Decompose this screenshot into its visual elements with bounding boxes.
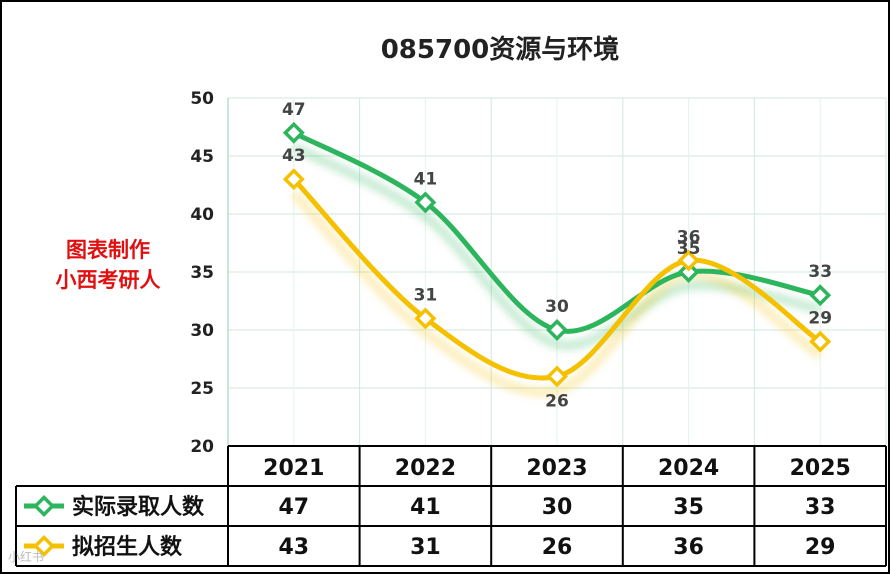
table-cell: 43 bbox=[278, 535, 309, 560]
data-point-marker bbox=[414, 191, 437, 214]
data-label: 35 bbox=[677, 239, 701, 259]
y-tick-label: 30 bbox=[190, 321, 214, 341]
data-label: 31 bbox=[414, 285, 438, 305]
table-cell: 31 bbox=[410, 535, 441, 560]
data-point-marker bbox=[809, 284, 832, 307]
data-point-marker bbox=[677, 261, 700, 283]
y-tick-label: 50 bbox=[190, 89, 214, 109]
data-label: 43 bbox=[282, 146, 306, 166]
y-tick-label: 45 bbox=[190, 147, 214, 167]
watermark-line-2: 小西考研人 bbox=[55, 268, 161, 292]
table-cell: 29 bbox=[805, 535, 836, 560]
data-point-marker bbox=[546, 319, 568, 341]
table-cell: 30 bbox=[542, 495, 573, 520]
x-category-label: 2025 bbox=[790, 456, 851, 481]
y-tick-label: 20 bbox=[190, 437, 214, 457]
table-cell: 47 bbox=[278, 495, 309, 520]
x-category-label: 2021 bbox=[263, 456, 324, 481]
x-category-label: 2024 bbox=[658, 456, 719, 481]
data-point-marker bbox=[414, 307, 437, 330]
x-category-label: 2023 bbox=[526, 456, 587, 481]
table-cell: 41 bbox=[410, 495, 441, 520]
chart-title: 085700资源与环境 bbox=[381, 34, 620, 65]
watermark: 图表制作 小西考研人 bbox=[38, 235, 178, 295]
table-cell: 33 bbox=[805, 495, 836, 520]
table-cell: 36 bbox=[673, 535, 704, 560]
data-label: 26 bbox=[545, 391, 569, 411]
data-point-marker bbox=[282, 121, 305, 144]
y-tick-label: 25 bbox=[190, 379, 214, 399]
watermark-line-1: 图表制作 bbox=[66, 238, 150, 262]
data-label: 47 bbox=[282, 100, 306, 120]
legend-label: 拟招生人数 bbox=[72, 534, 183, 560]
table-cell: 26 bbox=[542, 535, 573, 560]
series-line-shadow bbox=[290, 190, 823, 397]
x-category-label: 2022 bbox=[395, 456, 456, 481]
data-label: 30 bbox=[545, 297, 569, 317]
y-tick-label: 40 bbox=[190, 205, 214, 225]
data-point-marker bbox=[282, 168, 305, 191]
legend-key-marker bbox=[33, 535, 55, 557]
data-point-marker bbox=[809, 330, 832, 353]
data-label: 36 bbox=[677, 227, 701, 247]
legend-label: 实际录取人数 bbox=[72, 494, 205, 520]
data-point-marker bbox=[546, 365, 568, 388]
legend-key-marker bbox=[33, 495, 55, 517]
data-label: 41 bbox=[414, 169, 438, 189]
y-tick-label: 35 bbox=[190, 263, 214, 283]
data-label: 29 bbox=[808, 309, 832, 329]
table-cell: 35 bbox=[673, 495, 704, 520]
data-label: 33 bbox=[808, 262, 832, 282]
footer-mark: 小红书 bbox=[8, 550, 45, 564]
data-point-marker bbox=[677, 249, 700, 272]
